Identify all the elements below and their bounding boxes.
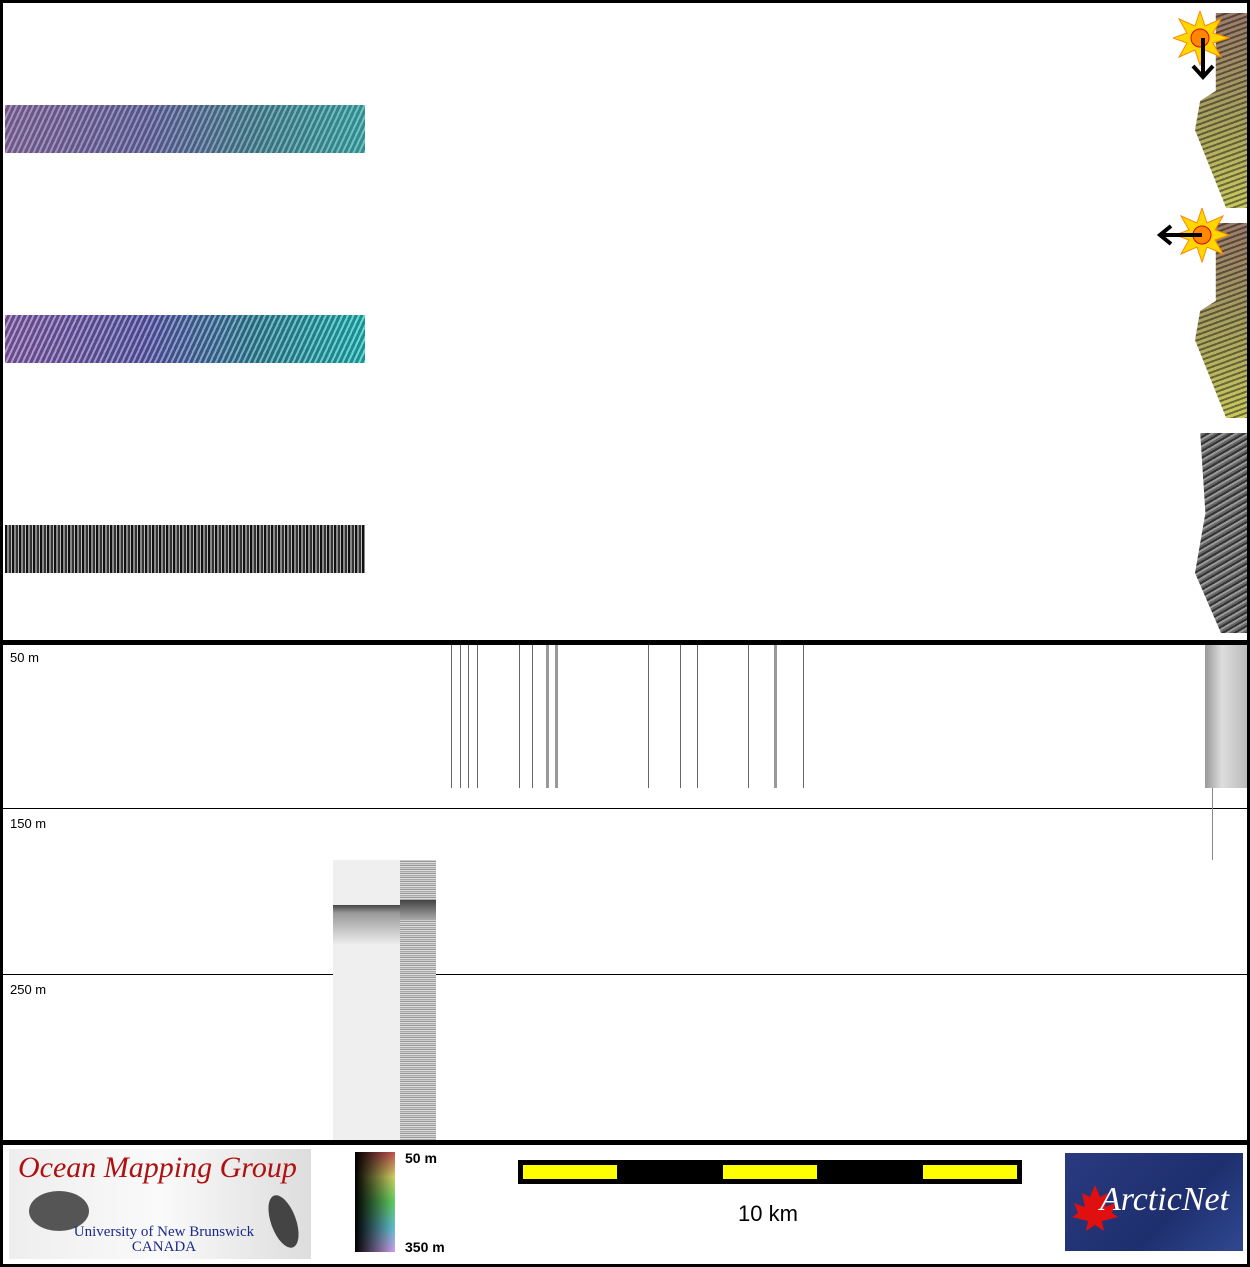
footer: Ocean Mapping Group University of New Br… bbox=[3, 1145, 1247, 1264]
sounding-trace bbox=[748, 645, 749, 788]
logo-line2: CANADA bbox=[131, 1239, 197, 1255]
water-column-section bbox=[333, 860, 400, 1140]
sounding-trace bbox=[546, 645, 549, 788]
colorbar-bottom-label: 350 m bbox=[405, 1239, 445, 1255]
sounding-trace bbox=[803, 645, 804, 788]
scale-bar bbox=[518, 1160, 1022, 1184]
sounding-trace bbox=[460, 645, 461, 788]
depth-label: 50 m bbox=[10, 650, 39, 665]
sounding-trace bbox=[774, 645, 777, 788]
backscatter-strip bbox=[5, 525, 365, 573]
water-column-section-noisy bbox=[400, 860, 436, 1140]
arrow-left-icon bbox=[1156, 224, 1202, 246]
depth-colorbar bbox=[355, 1152, 395, 1252]
water-column-block bbox=[1205, 645, 1247, 788]
bathymetry-strip-sunlit-north bbox=[5, 105, 365, 153]
scale-bar-label: 10 km bbox=[738, 1201, 798, 1226]
sun-icon bbox=[1173, 11, 1231, 80]
sounding-trace bbox=[648, 645, 649, 788]
depth-label: 150 m bbox=[10, 816, 47, 831]
depth-gridline bbox=[3, 974, 1247, 975]
sounding-trace bbox=[1212, 788, 1213, 860]
sounding-trace bbox=[680, 645, 681, 788]
map-panel bbox=[3, 3, 1247, 640]
sounding-trace bbox=[532, 645, 533, 788]
sounding-trace bbox=[697, 645, 698, 788]
depth-gridline bbox=[3, 808, 1247, 809]
arcticnet-logo-text: ArcticNet bbox=[1100, 1181, 1230, 1218]
sun-icon bbox=[1156, 208, 1230, 264]
logo-line1: University of New Brunswick bbox=[73, 1224, 255, 1240]
sounding-trace bbox=[519, 645, 520, 788]
maple-leaf-icon bbox=[1072, 1185, 1118, 1231]
sounding-trace bbox=[468, 645, 469, 788]
depth-label: 250 m bbox=[10, 982, 47, 997]
arcticnet-logo: ArcticNet bbox=[1065, 1153, 1243, 1251]
depth-profile-panel: 50 m 150 m 250 m bbox=[3, 645, 1247, 1140]
logo-title: Ocean Mapping Group bbox=[18, 1151, 297, 1184]
colorbar-top-label: 50 m bbox=[405, 1150, 437, 1166]
sounding-trace bbox=[477, 645, 478, 788]
sounding-trace bbox=[451, 645, 452, 788]
sonar-vehicle-icon bbox=[29, 1191, 89, 1231]
ocean-mapping-group-logo: Ocean Mapping Group University of New Br… bbox=[9, 1149, 311, 1259]
sounding-trace bbox=[555, 645, 558, 788]
arrow-down-icon bbox=[1191, 38, 1215, 80]
swath-backscatter bbox=[1195, 433, 1247, 633]
bathymetry-strip-sunlit-east bbox=[5, 315, 365, 363]
